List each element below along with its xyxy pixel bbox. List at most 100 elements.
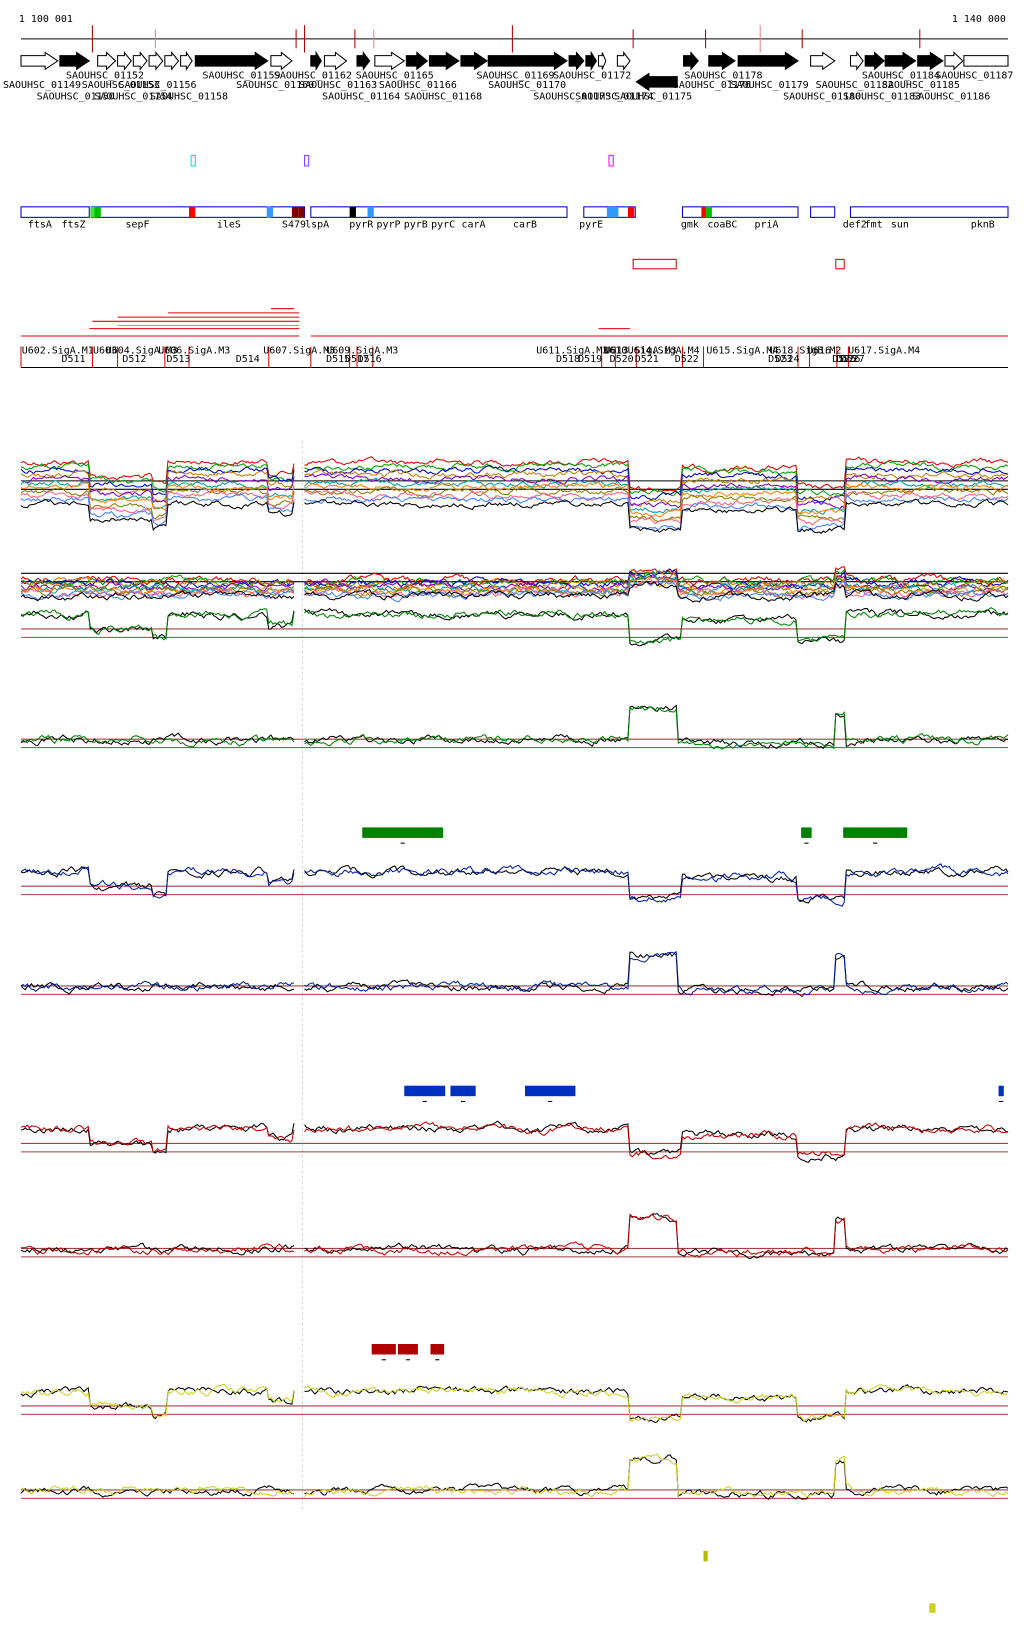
gene-label: SAOUHSC_01169 [477,71,555,82]
signal-trace [20,489,1009,526]
gene-arrow [374,51,406,71]
gene-arrow [180,50,193,71]
upshift-label: U607.SigA.M3 [263,346,335,357]
gene-label: SAOUHSC_01159 [202,71,280,82]
downshift-label: D518 [556,354,580,365]
signal-trace [20,566,1009,587]
gene-label: SAOUHSC_01180 [783,92,861,103]
operon-label: pyrB [404,220,428,231]
condition-bar [801,827,812,838]
operon-label: fmt [865,220,883,231]
gene-arrow [405,51,429,71]
region-box [632,258,677,270]
operon-label: pyrR [349,220,373,231]
signal-trace [20,704,1009,750]
operon-label: S479 [282,220,306,231]
gene-arrow [568,51,585,71]
downshift-label: D522 [675,354,699,365]
gene-arrow [849,50,864,71]
operon-feature [291,206,299,218]
gene-label: SAOUHSC_01150 [37,92,115,103]
gene-label: SAOUHSC_01184 [862,71,940,82]
gene-label: SAOUHSC_01182 [816,80,894,91]
signal-trace [20,473,1009,510]
signal-trace [20,498,1009,534]
condition-bar [404,1085,446,1097]
condition-bar [929,1603,936,1613]
operon-feature [90,206,97,218]
gene-arrow [59,51,91,71]
upshift-label: U617.SigA.M4 [848,346,920,357]
signal-trace [20,1121,1009,1160]
gene-arrow [708,51,736,71]
gene-label: SAOUHSC_01158 [150,92,228,103]
motif-marker [608,154,614,167]
gene-label: SAOUHSC_01172 [553,71,631,82]
operon-feature [266,206,273,218]
upshift-label: U610 [603,346,627,357]
operon-label: pknB [971,220,995,231]
downshift-label: D521 [635,354,659,365]
signal-trace [20,607,1009,645]
operon-box [90,206,269,218]
downshift-label: D517 [345,354,369,365]
upshift-label: U602.SigA.M1 [22,346,94,357]
browser-tracks: 1 100 001 1 140 000 SAOUHSC_01152 SAOUHSC… [3,14,1013,1613]
operon-label: pyrP [376,220,400,231]
operon-label: pyrE [579,220,603,231]
operon-feature [188,206,196,218]
ruler-end: 1 140 000 [952,14,1006,25]
operon-box [849,206,1009,218]
operon-feature [298,206,305,218]
gene-arrow [356,50,371,71]
signal-trace [20,579,1009,603]
gene-label: SAOUHSC_01187 [935,71,1013,82]
operon-label: sun [891,220,909,231]
gene-arrow [460,51,489,71]
upshift-label: U603 [93,346,117,357]
signal-trace [20,1213,1009,1259]
condition-bar [371,1344,396,1355]
downshift-label: D523 [768,354,792,365]
gene-label: SAOUHSC_01168 [404,92,482,103]
gene-arrow [20,51,59,71]
gene-arrow [737,51,799,71]
gene-arrow [597,52,607,70]
region-box [835,258,845,270]
gene-arrow [194,51,269,71]
gene-arrow [310,50,322,72]
gene-label: SAOUHSC_01176 [673,80,751,91]
upshift-label: U609.SigA.M3 [326,346,398,357]
upshift-label: U613.SigA.M3 [604,346,676,357]
gene-arrow [864,51,885,71]
operon-box [681,206,799,218]
downshift-label: D526 [836,354,860,365]
operon-label: coaBC [707,220,737,231]
gene-label: SAOUHSC_01174 [575,92,653,103]
condition-bar [450,1085,476,1097]
operon-feature [606,206,614,218]
signal-trace [20,1383,1009,1423]
signal-trace [20,951,1009,997]
gene-label: SAOUHSC_01160 [236,80,314,91]
gene-label: SAOUHSC_01153 [82,80,160,91]
downshift-label: D514 [236,354,260,365]
signal-trace [20,1453,1009,1498]
signal-trace [20,863,1009,907]
gene-arrow [97,51,117,71]
signal-trace [20,1454,1009,1500]
gene-label: SAOUHSC_01164 [322,92,400,103]
signal-trace [20,580,1009,603]
downshift-label: D512 [122,354,146,365]
signal-trace [20,950,1009,998]
gene-arrow [635,72,678,92]
gene-arrow [132,51,148,71]
condition-bar [430,1344,445,1355]
signal-trace [20,493,1009,531]
operon-feature [367,206,374,218]
gene-arrow [884,51,917,71]
gene-arrow [148,51,164,71]
condition-bar [362,827,444,838]
ruler-start: 1 100 001 [19,14,73,25]
signal-trace [20,456,1009,492]
